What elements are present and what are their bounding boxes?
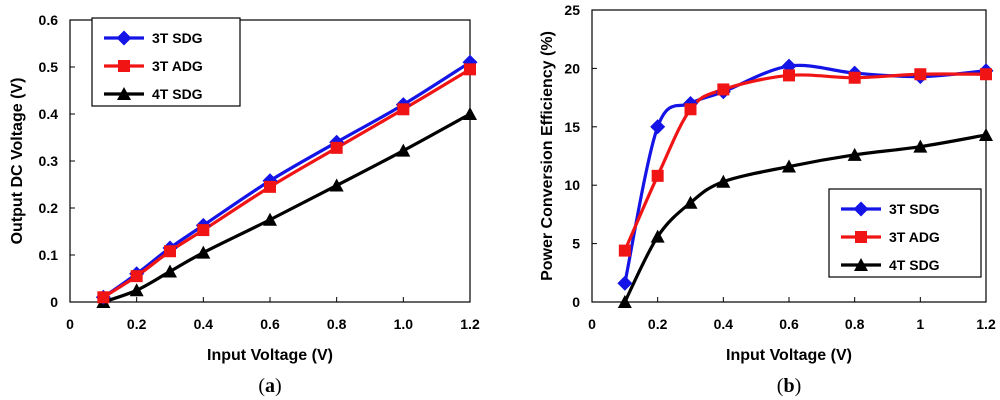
y-tick-label-b: 15 (564, 119, 580, 135)
data-point-triangle-b (979, 127, 993, 141)
y-tick-label-a: 0.1 (39, 247, 59, 263)
y-axis-label-b: Power Conversion Efficiency (%) (539, 31, 556, 281)
y-tick-label-b: 25 (564, 2, 580, 18)
data-point-triangle-b (847, 147, 862, 161)
data-point-square-b (717, 83, 730, 96)
x-tick-label-b: 0.6 (779, 316, 799, 332)
x-axis-label-b: Input Voltage (V) (726, 347, 852, 364)
data-point-diamond-b (650, 119, 666, 135)
data-point-triangle-a (463, 107, 477, 120)
data-point-square-b (980, 68, 992, 81)
y-tick-label-a: 0.2 (39, 200, 59, 216)
y-tick-label-b: 10 (564, 177, 580, 193)
data-point-triangle-a (196, 245, 211, 259)
data-point-square-b (848, 71, 861, 84)
x-tick-label-b: 1 (916, 316, 924, 332)
y-tick-label-a: 0.5 (39, 59, 59, 75)
data-point-triangle-b (782, 159, 796, 173)
legend-label-a: 4T SDG (152, 86, 203, 102)
panel-label-letter-a: a (265, 375, 275, 397)
data-point-square-b (618, 244, 631, 257)
x-tick-label-a: 0 (66, 316, 74, 332)
data-point-square-a (397, 103, 410, 116)
data-point-square-a (197, 224, 210, 237)
legend-marker-triangle-b (854, 258, 868, 271)
panel-label-letter-b: b (783, 375, 794, 397)
panel-label-a: (a) (258, 375, 281, 397)
panel-label-open-a: ( (258, 375, 265, 397)
legend-label-a: 3T ADG (152, 58, 203, 74)
y-tick-label-a: 0.6 (39, 12, 59, 28)
x-tick-label-a: 1.0 (394, 316, 414, 332)
legend-marker-triangle-a (117, 87, 131, 100)
data-point-square-a (464, 63, 476, 76)
data-point-triangle-b (913, 139, 928, 153)
data-point-triangle-a (163, 264, 177, 278)
x-tick-label-b: 0.4 (714, 316, 734, 332)
legend-label-b: 4T SDG (889, 257, 940, 273)
y-tick-label-b: 0 (572, 294, 580, 310)
panel-label-open-b: ( (777, 375, 784, 397)
x-tick-label-a: 0.6 (260, 316, 280, 332)
legend-marker-square-a (118, 60, 130, 72)
data-point-triangle-b (716, 174, 731, 188)
x-tick-label-b: 0.8 (845, 316, 865, 332)
data-point-square-b (684, 103, 697, 116)
legend-marker-diamond-a (116, 30, 132, 46)
x-tick-label-a: 0.2 (127, 316, 147, 332)
legend-label-b: 3T ADG (889, 229, 940, 245)
data-point-square-a (264, 180, 276, 193)
y-tick-label-a: 0.4 (39, 106, 59, 122)
x-tick-label-b: 1.2 (976, 316, 996, 332)
x-axis-label-a: Input Voltage (V) (207, 347, 333, 364)
chart-a: 0 0.2 0.4 0.6 0.8 1.0 1.2 0 0.1 0.2 0.3 0.4 0.5 0.6 In… (9, 12, 480, 397)
data-point-square-b (914, 68, 927, 81)
y-tick-label-b: 20 (564, 60, 580, 76)
data-point-square-a (164, 245, 176, 258)
chart-b: 0 0.2 0.4 0.6 0.8 1 1.2 0 5 10 15 20 25 Input Voltage… (539, 2, 996, 397)
y-axis-label-a: Output DC Voltage (V) (9, 78, 26, 245)
data-point-square-a (330, 141, 343, 154)
legend-box-a (91, 17, 241, 107)
data-point-triangle-b (683, 195, 698, 209)
data-point-triangle-b (650, 229, 665, 243)
data-point-square-a (97, 291, 110, 304)
data-point-diamond-b (617, 275, 633, 291)
x-tick-label-b: 0 (588, 316, 596, 332)
data-point-diamond-a (462, 54, 478, 70)
series-line-triangle-a (102, 112, 471, 304)
legend-marker-square-b (855, 231, 867, 243)
data-point-triangle-a (263, 212, 277, 226)
legend-label-a: 3T SDG (152, 30, 203, 46)
panel-label-close-b: ) (795, 375, 802, 397)
y-tick-label-a: 0 (50, 294, 58, 310)
y-tick-label-b: 5 (572, 236, 580, 252)
data-point-square-b (651, 169, 664, 182)
data-point-square-a (130, 270, 143, 283)
x-tick-label-a: 0.4 (194, 316, 214, 332)
data-point-square-b (783, 69, 795, 82)
data-point-triangle-a (396, 143, 411, 157)
x-tick-label-a: 1.2 (460, 316, 480, 332)
panel-label-close-a: ) (275, 375, 282, 397)
data-point-triangle-b (617, 295, 632, 308)
y-tick-label-a: 0.3 (39, 153, 59, 169)
x-tick-label-a: 0.8 (327, 316, 347, 332)
legend-label-b: 3T SDG (889, 201, 940, 217)
x-tick-label-b: 0.2 (648, 316, 668, 332)
panel-label-b: (b) (777, 375, 801, 397)
legend-marker-diamond-b (853, 201, 869, 217)
data-point-triangle-a (129, 283, 144, 297)
legend-box-b (828, 188, 982, 278)
data-point-triangle-a (329, 178, 344, 192)
